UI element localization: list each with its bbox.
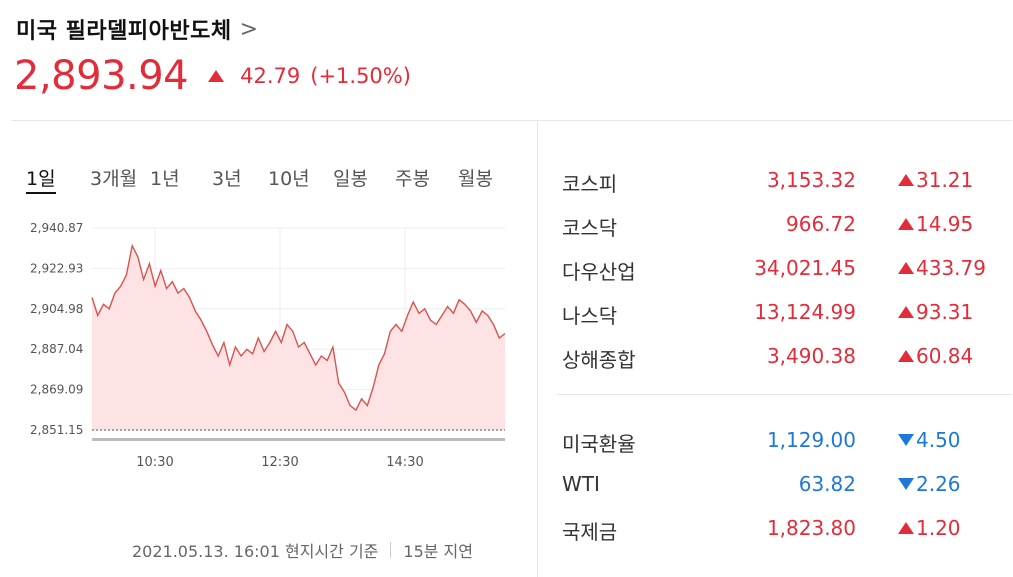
header-divider [12,120,1012,121]
market-change: 1.20 [898,516,961,540]
series-area [92,245,505,430]
market-value: 13,124.99 [754,300,856,324]
tab-1year[interactable]: 1년 [150,168,180,190]
up-arrow-icon [208,70,225,82]
market-row[interactable]: 코스닥 966.72 14.95 [562,212,1002,256]
market-change: 93.31 [898,300,973,324]
market-change-value: 31.21 [916,168,974,192]
market-name: 나스닥 [562,304,618,328]
market-change-value: 60.84 [916,344,974,368]
timestamp-text: 2021.05.13. 16:01 현지시간 기준 [132,542,379,561]
market-row[interactable]: 코스피 3,153.32 31.21 [562,168,1002,212]
tab-3years[interactable]: 3년 [212,168,242,190]
up-triangle-icon [898,522,914,534]
market-change: 4.50 [898,428,961,452]
market-list-indices: 코스피 3,153.32 31.21 코스닥 966.72 14.95 다우산업 34,021… [562,168,1002,388]
up-triangle-icon [898,218,914,230]
y-tick-label: 2,940.87 [30,221,83,235]
price-change: 42.79 [240,64,301,88]
price-change-percent: (+1.50%) [310,64,411,88]
market-value: 63.82 [798,472,856,496]
market-change: 2.26 [898,472,961,496]
up-triangle-icon [898,350,914,362]
market-value: 966.72 [786,212,856,236]
market-name: 상해종합 [562,348,636,372]
panel-divider [537,121,538,577]
market-change: 433.79 [898,256,986,280]
x-tick-label: 12:30 [261,455,298,470]
market-name: 코스닥 [562,216,618,240]
market-value: 3,153.32 [766,168,856,192]
market-change-value: 93.31 [916,300,974,324]
series-line [91,243,506,412]
y-tick-label: 2,904.98 [30,302,83,316]
chart-footer: 2021.05.13. 16:01 현지시간 기준 15분 지연 [132,538,473,562]
market-change: 60.84 [898,344,973,368]
market-change-value: 2.26 [916,472,961,496]
market-change-value: 4.50 [916,428,961,452]
intraday-chart: 2,940.87 2,922.93 2,904.98 2,887.04 2,869.09… [30,221,506,470]
down-triangle-icon [898,478,914,490]
up-triangle-icon [898,262,914,274]
market-divider [557,394,1012,395]
tab-3months[interactable]: 3개월 [90,168,138,190]
market-name: 국제금 [562,520,618,544]
delay-text: 15분 지연 [403,542,473,561]
up-triangle-icon [898,306,914,318]
market-value: 3,490.38 [766,344,856,368]
market-row[interactable]: 미국환율 1,129.00 4.50 [562,428,1002,472]
market-row[interactable]: 국제금 1,823.80 1.20 [562,516,1002,560]
market-value: 1,129.00 [766,428,856,452]
market-row[interactable]: 다우산업 34,021.45 433.79 [562,256,1002,300]
y-tick-label: 2,869.09 [30,383,83,397]
market-change-value: 14.95 [916,212,974,236]
market-change-value: 1.20 [916,516,961,540]
x-tick-label: 14:30 [386,455,423,470]
y-tick-label: 2,887.04 [30,342,83,356]
up-triangle-icon [898,174,914,186]
price-summary: 2,893.94 42.79 (+1.50%) [14,52,411,100]
x-axis-bar [92,438,505,441]
market-value: 34,021.45 [754,256,856,280]
chevron-right-icon: > [239,16,258,42]
market-row[interactable]: 상해종합 3,490.38 60.84 [562,344,1002,388]
tab-weekly[interactable]: 주봉 [395,168,430,190]
footer-separator [390,542,392,558]
market-row[interactable]: WTI 63.82 2.26 [562,472,1002,516]
market-name: 다우산업 [562,260,636,284]
down-triangle-icon [898,434,914,446]
market-change: 14.95 [898,212,973,236]
tab-1day[interactable]: 1일 [26,164,56,194]
market-name: 미국환율 [562,432,636,456]
market-change: 31.21 [898,168,973,192]
x-tick-label: 10:30 [136,455,173,470]
market-value: 1,823.80 [766,516,856,540]
y-tick-label: 2,922.93 [30,261,83,275]
tab-monthly[interactable]: 월봉 [458,168,493,190]
market-name: 코스피 [562,172,618,196]
y-tick-label: 2,851.15 [30,423,83,437]
market-row[interactable]: 나스닥 13,124.99 93.31 [562,300,1002,344]
market-list-commodities: 미국환율 1,129.00 4.50 WTI 63.82 2.26 국제금 1,823.80 1… [562,428,1002,560]
current-price: 2,893.94 [14,53,189,99]
index-name: 미국 필라델피아반도체 [16,19,232,44]
market-change-value: 433.79 [916,256,986,280]
tab-daily[interactable]: 일봉 [333,168,368,190]
period-tabs: 1일 3개월 1년 3년 10년 일봉 주봉 월봉 [22,164,512,194]
tab-10years[interactable]: 10년 [268,168,310,190]
index-title-link[interactable]: 미국 필라델피아반도체 > [16,12,258,46]
market-name: WTI [562,472,600,496]
